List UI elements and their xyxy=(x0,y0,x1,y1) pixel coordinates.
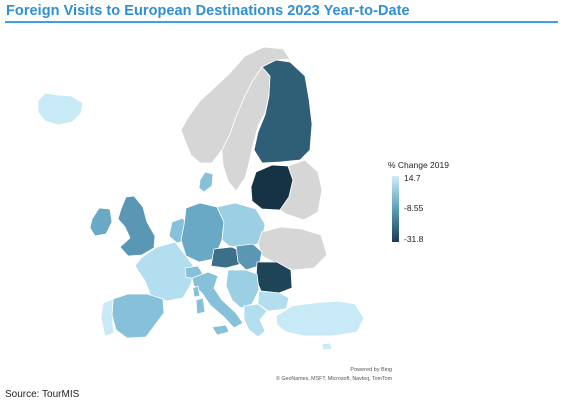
region-russia-belarus xyxy=(279,159,323,221)
region-sardinia xyxy=(195,297,206,315)
title-underline xyxy=(5,21,558,23)
region-poland xyxy=(216,202,266,249)
region-turkey xyxy=(275,300,365,337)
map-regions xyxy=(37,46,365,351)
region-cyprus xyxy=(321,342,333,351)
region-portugal xyxy=(100,298,115,337)
legend-title: % Change 2019 xyxy=(388,160,449,170)
region-balkans xyxy=(225,269,260,309)
region-greece xyxy=(243,303,268,338)
region-corsica xyxy=(192,285,201,298)
legend-min-label: -31.8 xyxy=(404,234,424,244)
region-ireland xyxy=(89,207,113,237)
legend-mid-label: -8.55 xyxy=(404,203,424,213)
legend-gradient-bar xyxy=(392,176,399,242)
region-uk xyxy=(117,195,156,257)
region-sweden xyxy=(221,66,271,192)
region-sicily xyxy=(211,324,230,336)
region-france xyxy=(134,241,196,302)
chart-title: Foreign Visits to European Destinations … xyxy=(6,3,410,19)
source-note: Source: TourMIS xyxy=(5,389,80,400)
powered-by-bing: Powered by Bing xyxy=(350,367,392,373)
legend-max-label: 14.7 xyxy=(404,173,421,183)
region-spain xyxy=(111,293,165,339)
region-denmark xyxy=(198,171,214,193)
region-italy xyxy=(191,271,244,329)
map-attribution: © GeoNames, MSFT, Microsoft, Navteq, Tom… xyxy=(276,376,392,382)
region-finland xyxy=(253,59,313,164)
region-iceland xyxy=(37,92,84,126)
